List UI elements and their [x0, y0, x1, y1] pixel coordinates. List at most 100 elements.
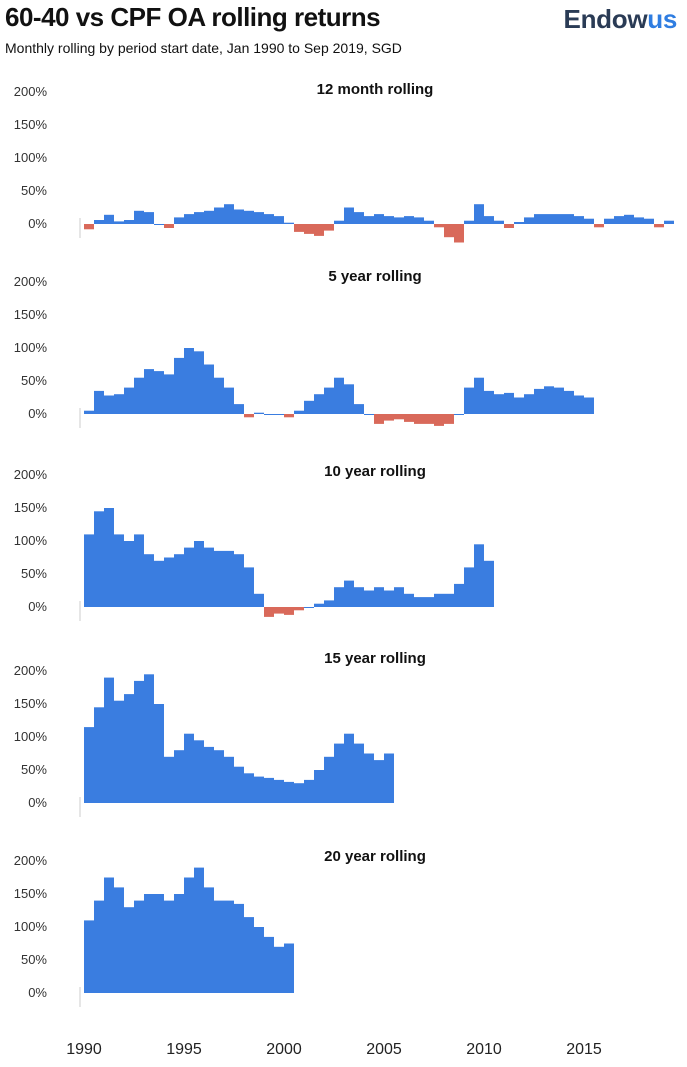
- bar: [124, 694, 134, 803]
- bar: [484, 390, 494, 414]
- bar: [334, 377, 344, 414]
- bar: [364, 216, 374, 224]
- brand-accent: us: [647, 4, 677, 34]
- bar: [594, 224, 604, 228]
- bar: [204, 887, 214, 993]
- bar: [154, 894, 164, 993]
- bar: [514, 222, 524, 224]
- bar: [664, 220, 674, 224]
- bar: [324, 387, 334, 414]
- bar: [414, 414, 424, 424]
- bar: [144, 894, 154, 993]
- bar: [314, 224, 324, 236]
- bar: [374, 214, 384, 224]
- bar: [384, 414, 394, 421]
- bar: [84, 224, 94, 230]
- bar: [404, 414, 414, 422]
- bar: [174, 750, 184, 803]
- bar: [414, 217, 424, 224]
- bar: [254, 593, 264, 607]
- bar: [444, 224, 454, 238]
- bar: [324, 756, 334, 803]
- bar: [104, 214, 114, 224]
- y-tick-label: 50%: [21, 373, 47, 388]
- y-tick-label: 100%: [14, 533, 48, 548]
- bar: [94, 511, 104, 607]
- bar: [194, 541, 204, 607]
- bar: [564, 390, 574, 414]
- bar: [314, 770, 324, 803]
- bar: [134, 210, 144, 224]
- bar: [494, 220, 504, 224]
- bar: [574, 395, 584, 414]
- bar: [224, 204, 234, 224]
- bar: [244, 414, 254, 418]
- bar: [324, 224, 334, 231]
- bar: [384, 216, 394, 224]
- bar: [274, 779, 284, 803]
- bar: [434, 593, 444, 607]
- bar: [454, 583, 464, 607]
- bar: [214, 377, 224, 414]
- bar: [344, 207, 354, 224]
- bar: [444, 593, 454, 607]
- bar: [84, 410, 94, 414]
- bar: [534, 388, 544, 414]
- bar: [474, 544, 484, 607]
- bar: [554, 387, 564, 414]
- bar: [354, 212, 364, 224]
- panel-title: 12 month rolling: [317, 81, 434, 98]
- bar: [144, 674, 154, 803]
- panel-title: 10 year rolling: [324, 463, 426, 480]
- bar: [144, 369, 154, 414]
- bar: [484, 560, 494, 607]
- bar: [214, 207, 224, 224]
- bar: [134, 377, 144, 414]
- bar: [354, 404, 364, 414]
- bar: [394, 587, 404, 607]
- bar: [414, 597, 424, 607]
- y-tick-label: 200%: [14, 853, 48, 868]
- bar: [394, 414, 404, 420]
- bar: [434, 224, 444, 228]
- bar: [124, 541, 134, 607]
- bar: [584, 218, 594, 224]
- bar: [274, 607, 284, 614]
- bar: [164, 374, 174, 414]
- bar: [284, 222, 294, 224]
- bar: [344, 384, 354, 414]
- bar: [114, 534, 124, 607]
- bar: [164, 756, 174, 803]
- brand-main: Endow: [563, 4, 648, 34]
- bar: [194, 212, 204, 224]
- bar: [534, 214, 544, 224]
- bar: [464, 220, 474, 224]
- bar: [424, 414, 434, 424]
- y-tick-label: 0%: [28, 985, 47, 1000]
- bar: [284, 943, 294, 993]
- x-tick-label: 1990: [66, 1041, 102, 1058]
- bar: [94, 900, 104, 993]
- bar: [84, 534, 94, 607]
- bar: [354, 743, 364, 803]
- bar: [174, 357, 184, 414]
- bar: [264, 936, 274, 993]
- bar: [204, 364, 214, 414]
- bar: [294, 607, 304, 611]
- y-tick-label: 100%: [14, 150, 48, 165]
- bar: [154, 704, 164, 803]
- bar: [154, 560, 164, 607]
- bar: [304, 400, 314, 414]
- bar: [94, 220, 104, 224]
- bar: [334, 587, 344, 607]
- bar: [494, 394, 504, 414]
- y-tick-label: 100%: [14, 340, 48, 355]
- bar: [244, 210, 254, 224]
- bar: [644, 218, 654, 224]
- bar: [264, 414, 274, 415]
- y-tick-label: 100%: [14, 729, 48, 744]
- x-tick-label: 2010: [466, 1041, 502, 1058]
- page-subtitle: Monthly rolling by period start date, Ja…: [5, 40, 402, 56]
- bar: [234, 209, 244, 224]
- bar: [184, 214, 194, 224]
